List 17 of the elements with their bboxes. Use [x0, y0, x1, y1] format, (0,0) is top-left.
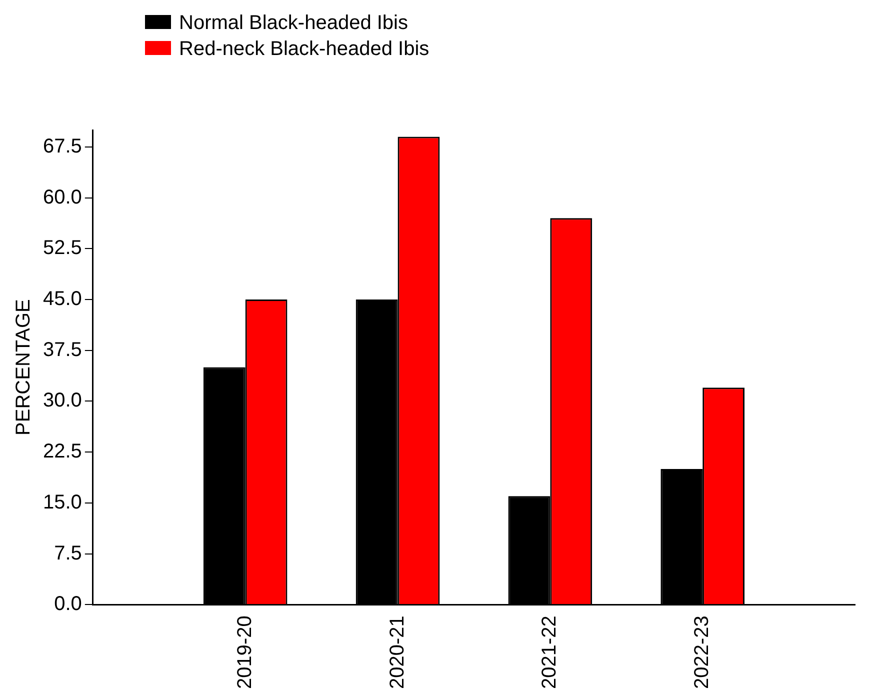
y-tick-label: 60.0: [42, 186, 82, 208]
y-tick-label: 15.0: [42, 491, 82, 514]
legend-label: Normal Black-headed Ibis: [178, 11, 409, 36]
x-tick-label: 2019-20: [234, 616, 256, 690]
y-tick-label: 67.5: [42, 135, 82, 158]
y-tick-label: 52.5: [42, 237, 82, 260]
x-tick-label: 2022-23: [691, 616, 714, 690]
y-tick-label: 7.5: [54, 542, 82, 564]
y-axis-title: PERCENTAGE: [12, 299, 35, 436]
y-tick-label: 37.5: [42, 338, 82, 361]
legend-label: Red-neck Black-headed Ibis: [178, 37, 430, 62]
y-tick-label: 45.0: [42, 288, 82, 310]
y-tick-label: 30.0: [42, 390, 82, 412]
y-tick-label: 22.5: [42, 440, 82, 463]
x-tick-label: 2021-22: [538, 616, 561, 690]
x-tick-label: 2020-21: [386, 616, 408, 690]
y-tick-label: 0.0: [54, 593, 82, 616]
